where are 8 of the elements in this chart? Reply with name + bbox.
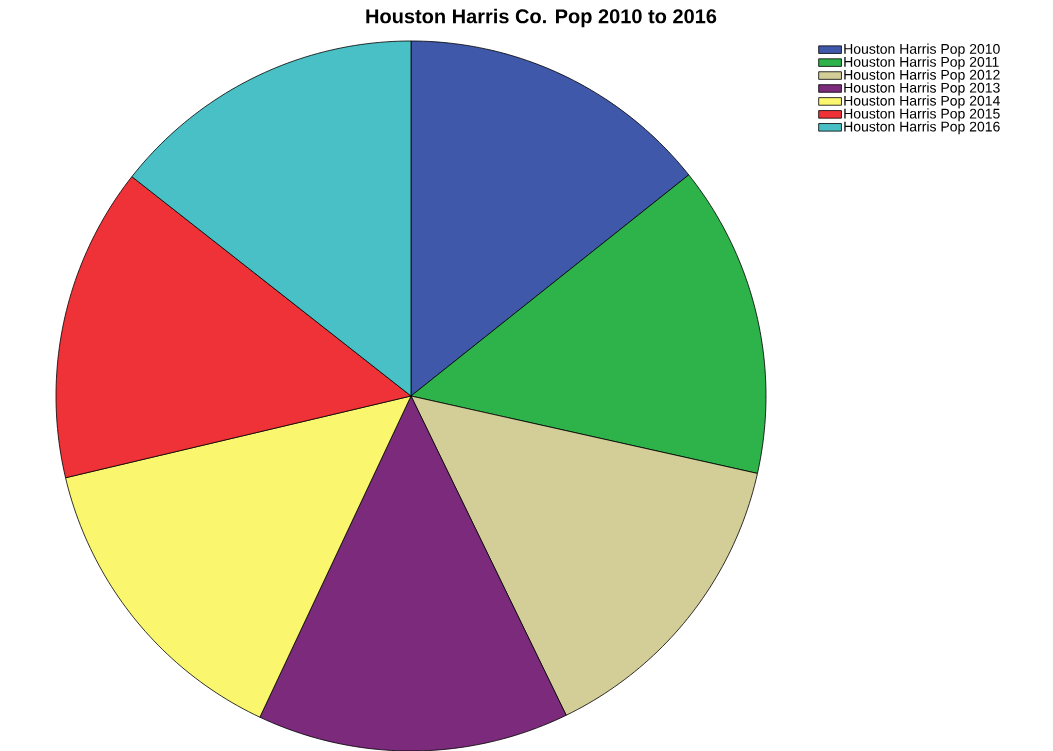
legend-label: Houston Harris Pop 2012: [844, 69, 1000, 83]
legend-label: Houston Harris Pop 2014: [844, 95, 1000, 109]
legend-label: Houston Harris Pop 2015: [844, 108, 1000, 122]
legend-label: Houston Harris Pop 2011: [844, 56, 999, 70]
legend-label: Houston Harris Pop 2013: [844, 82, 1000, 96]
legend-label: Houston Harris Pop 2016: [844, 121, 1000, 135]
legend-label: Houston Harris Pop 2010: [844, 43, 1000, 57]
chart-title: Houston Harris Co. Pop 2010 to 2016: [366, 8, 717, 28]
